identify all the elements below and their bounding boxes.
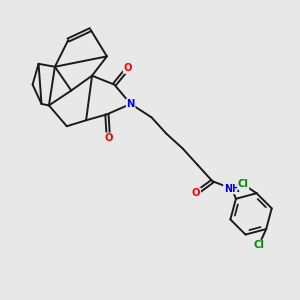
Text: Cl: Cl [238, 179, 249, 189]
Text: O: O [104, 133, 112, 143]
Text: O: O [124, 63, 132, 73]
Text: N: N [127, 99, 135, 109]
Text: O: O [192, 188, 200, 198]
Text: Cl: Cl [253, 240, 264, 250]
Text: NH: NH [224, 184, 240, 194]
